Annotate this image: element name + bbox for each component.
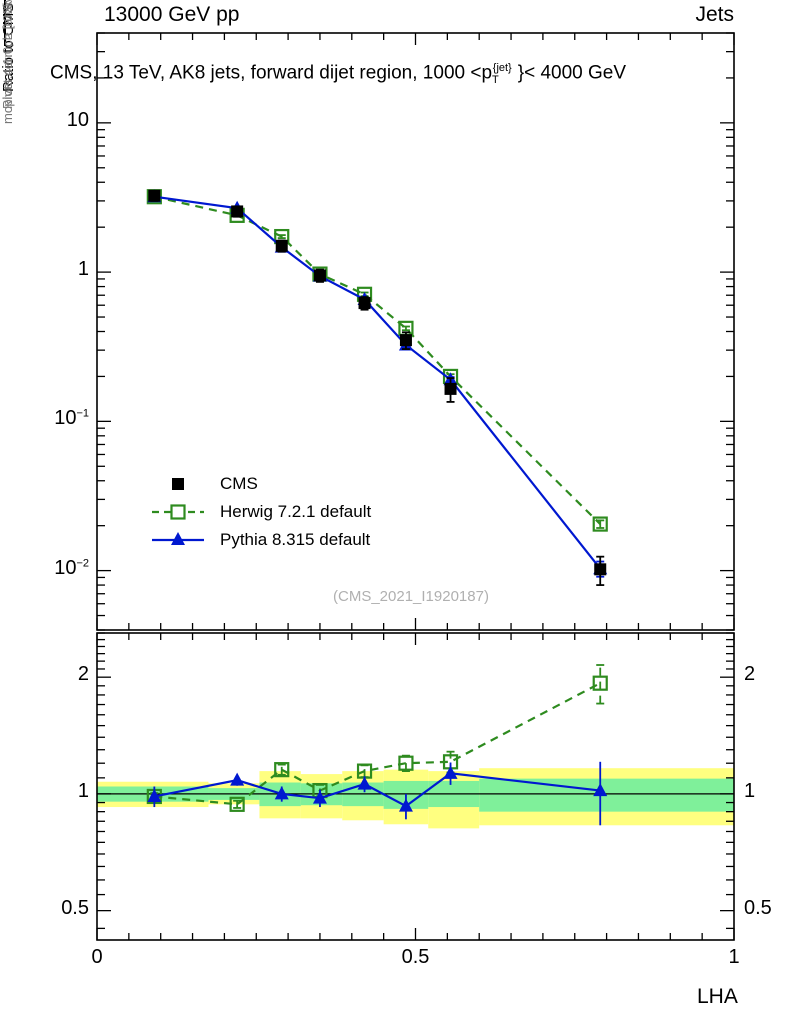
legend-label: Pythia 8.315 default — [220, 530, 371, 549]
legend-item: Herwig 7.2.1 default — [150, 498, 371, 526]
legend-label: CMS — [220, 474, 258, 493]
legend-marker-filled-triangle — [152, 532, 204, 545]
ratio-y-tick-label-left: 2 — [77, 663, 89, 686]
ratio-marker-herwig — [274, 762, 290, 778]
legend-item: Pythia 8.315 default — [150, 526, 371, 554]
analysis-id-watermark: (CMS_2021_I1920187) — [333, 588, 489, 605]
main-y-tick-label: 1 — [77, 258, 89, 281]
x-tick-label: 1 — [728, 946, 740, 968]
series-line-pythia — [154, 195, 602, 570]
legend-marker-open-square — [152, 504, 204, 520]
legend-marker-filled-square — [172, 478, 184, 490]
main-marker-cms — [594, 563, 607, 576]
ratio-marker-herwig — [592, 675, 608, 691]
main-marker-cms — [313, 269, 326, 282]
x-tick-label: 0 — [91, 946, 103, 968]
ratio-marker-herwig — [398, 755, 414, 771]
ratio-y-tick-label-right: 0.5 — [744, 896, 772, 919]
ratio-y-tick-label-left: 1 — [77, 779, 89, 802]
ratio-y-tick-label-right: 2 — [744, 663, 756, 686]
ratio-marker-herwig — [229, 796, 245, 812]
plot-title: CMS, 13 TeV, AK8 jets, forward dijet reg… — [50, 62, 627, 87]
header-category-label: Jets — [695, 3, 734, 26]
main-y-tick-label: 10 — [66, 108, 89, 131]
legend-item: CMS — [150, 470, 371, 498]
ratio-y-tick-label-left: 0.5 — [61, 896, 89, 919]
main-marker-herwig — [592, 516, 608, 532]
main-marker-cms — [148, 189, 161, 202]
header-beam-label: 13000 GeV pp — [104, 3, 240, 26]
main-marker-cms — [231, 205, 244, 218]
main-marker-cms — [444, 382, 457, 395]
main-y-tick-label: 10−1 — [54, 407, 89, 430]
main-marker-cms — [399, 334, 412, 347]
x-tick-label: 0.5 — [401, 946, 430, 968]
legend-label: Herwig 7.2.1 default — [220, 502, 372, 521]
main-marker-cms — [275, 239, 288, 252]
main-marker-cms — [358, 297, 371, 310]
legend: CMS Herwig 7.2.1 default Pythia 8.315 defa… — [150, 470, 371, 554]
xaxis-label: LHA — [697, 985, 738, 1008]
ratio-y-tick-label-right: 1 — [744, 779, 756, 802]
series-line-herwig — [154, 195, 602, 525]
main-y-tick-label: 10−2 — [54, 556, 89, 579]
ratio-line-pythia — [154, 772, 601, 808]
